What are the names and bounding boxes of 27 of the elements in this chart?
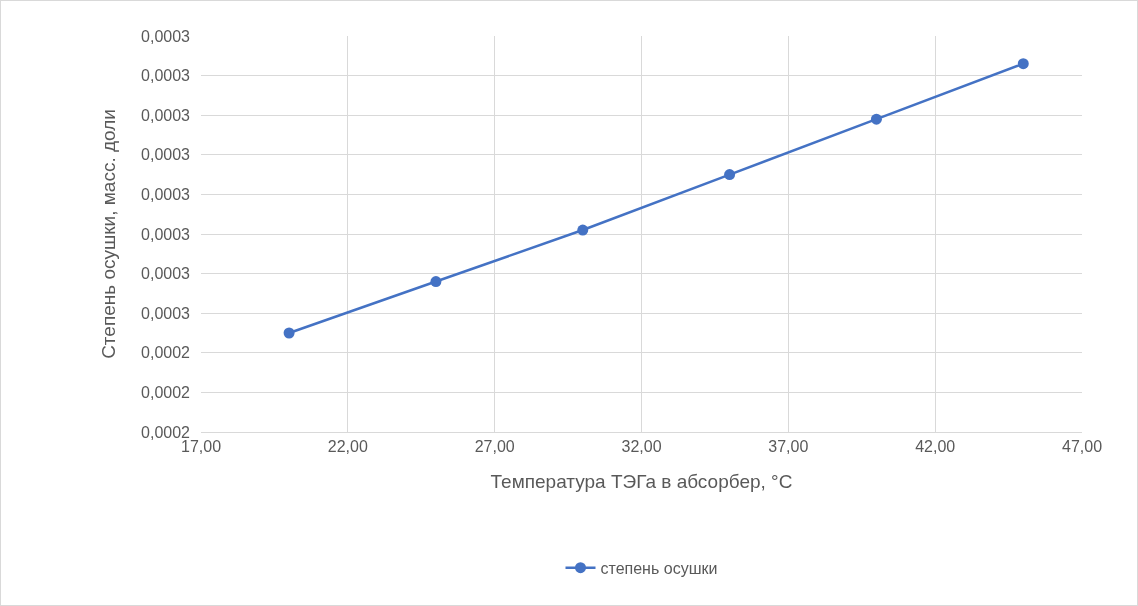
point — [430, 276, 442, 288]
x-tick-label: 27,00 — [474, 438, 515, 456]
point — [283, 327, 295, 339]
y-tick-label: 0,0003 — [141, 265, 191, 283]
x-tick-label: 32,00 — [621, 438, 662, 456]
point — [577, 224, 589, 236]
y-tick-label: 0,0003 — [141, 225, 191, 243]
x-tick-label: 17,00 — [180, 438, 222, 456]
point — [724, 169, 736, 181]
y-tick-label: 0,0003 — [141, 304, 191, 322]
y-tick-label: 0,0003 — [141, 146, 191, 164]
point — [1017, 58, 1029, 70]
y-tick-label: 0,0002 — [141, 423, 191, 441]
y-tick-label: 0,0003 — [141, 27, 191, 45]
x-tick-label: 47,00 — [1061, 438, 1103, 456]
y-tick-label: 0,0003 — [141, 67, 191, 85]
y-tick-label: 0,0002 — [141, 344, 191, 362]
legend-label: степень осушки — [600, 559, 718, 577]
x-tick-label: 37,00 — [768, 438, 809, 456]
y-tick-label: 0,0002 — [141, 384, 191, 401]
x-axis-title: Температура ТЭГа в абсорбер, °C — [490, 471, 793, 492]
y-tick-label: 0,0003 — [141, 186, 191, 203]
y-tick-label: 0,0003 — [141, 106, 191, 124]
x-tick-label: 22,00 — [327, 438, 368, 456]
point — [870, 113, 882, 125]
y-axis-title: Степень осушки, масс. доли — [97, 109, 119, 359]
x-tick-label: 42,00 — [915, 438, 956, 456]
